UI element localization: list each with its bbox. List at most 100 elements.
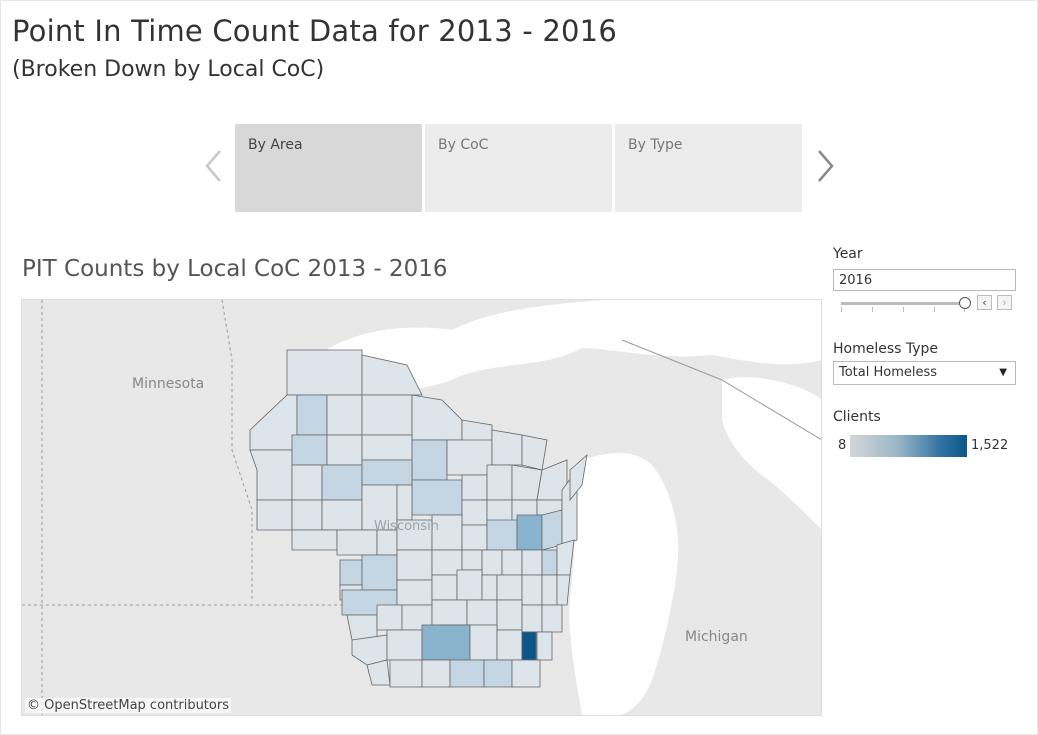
county[interactable] xyxy=(296,394,328,436)
county[interactable] xyxy=(336,529,378,556)
county[interactable] xyxy=(461,499,488,526)
previous-story-point-button[interactable] xyxy=(200,146,230,186)
county[interactable] xyxy=(396,484,413,521)
county[interactable] xyxy=(496,599,523,631)
story-point-label: By Type xyxy=(628,137,683,153)
story-point-label: By Area xyxy=(248,137,303,153)
county[interactable] xyxy=(386,629,423,661)
county[interactable] xyxy=(291,499,323,531)
county[interactable] xyxy=(366,659,391,686)
county[interactable] xyxy=(321,464,363,501)
page-title: Point In Time Count Data for 2013 - 2016 xyxy=(12,14,617,48)
county[interactable] xyxy=(569,453,588,502)
county[interactable] xyxy=(541,604,563,633)
county[interactable] xyxy=(496,574,523,601)
county-group xyxy=(249,349,588,688)
county[interactable] xyxy=(483,659,513,688)
label-minnesota: Minnesota xyxy=(132,376,205,392)
county[interactable] xyxy=(411,394,463,441)
county[interactable] xyxy=(521,549,543,576)
county[interactable] xyxy=(361,434,413,461)
year-input[interactable] xyxy=(833,269,1016,291)
county[interactable] xyxy=(326,394,363,436)
year-previous-button[interactable]: ‹ xyxy=(977,295,992,310)
county[interactable] xyxy=(456,569,483,601)
homeless-type-dropdown[interactable]: Total Homeless ▼ xyxy=(833,361,1016,385)
county[interactable] xyxy=(501,549,523,576)
county[interactable] xyxy=(411,439,448,481)
county[interactable] xyxy=(389,659,423,688)
county[interactable] xyxy=(461,474,488,501)
year-next-button[interactable]: › xyxy=(997,295,1012,310)
county[interactable] xyxy=(446,439,493,476)
county[interactable] xyxy=(541,549,558,576)
county[interactable] xyxy=(339,559,363,586)
county[interactable] xyxy=(291,464,323,501)
year-slider-handle[interactable] xyxy=(959,297,971,309)
county[interactable] xyxy=(376,604,403,631)
year-slider-track[interactable] xyxy=(841,302,965,305)
next-story-point-button[interactable] xyxy=(810,146,840,186)
map-attribution[interactable]: © OpenStreetMap contributors xyxy=(25,698,231,713)
county[interactable] xyxy=(351,634,388,666)
story-point-by-type[interactable]: By Type xyxy=(615,124,802,212)
county[interactable] xyxy=(469,624,498,661)
map-canvas xyxy=(22,300,821,715)
label-wisconsin: Wisconsin xyxy=(374,519,439,534)
lake-michigan xyxy=(569,453,679,715)
county[interactable] xyxy=(521,574,543,606)
legend-min-value: 8 xyxy=(838,438,847,453)
homeless-type-label: Homeless Type xyxy=(833,341,939,357)
county[interactable] xyxy=(521,604,543,633)
county[interactable] xyxy=(249,449,293,501)
story-point-by-coc[interactable]: By CoC xyxy=(425,124,612,212)
legend-max-value: 1,522 xyxy=(971,438,1009,453)
county[interactable] xyxy=(421,659,451,688)
county[interactable] xyxy=(291,434,328,466)
county[interactable] xyxy=(541,574,558,606)
county[interactable] xyxy=(521,434,548,471)
county[interactable] xyxy=(396,549,433,581)
choropleth-map[interactable]: Minnesota Wisconsin Michigan © OpenStree… xyxy=(21,299,822,716)
county[interactable] xyxy=(431,574,458,601)
county[interactable] xyxy=(286,349,363,396)
story-point-by-area[interactable]: By Area xyxy=(235,124,422,212)
county[interactable] xyxy=(361,554,398,591)
county[interactable] xyxy=(461,549,483,571)
county[interactable] xyxy=(486,464,513,501)
county[interactable] xyxy=(249,394,298,451)
page-subtitle: (Broken Down by Local CoC) xyxy=(12,57,325,82)
county[interactable] xyxy=(556,574,571,606)
county[interactable] xyxy=(521,631,537,661)
county[interactable] xyxy=(496,629,523,661)
state-border xyxy=(221,300,253,600)
county[interactable] xyxy=(361,394,413,436)
county[interactable] xyxy=(481,574,498,601)
county[interactable] xyxy=(556,539,575,576)
county[interactable] xyxy=(361,354,423,396)
county[interactable] xyxy=(411,479,463,516)
county[interactable] xyxy=(326,434,363,466)
chevron-left-icon: ‹ xyxy=(982,296,987,309)
county[interactable] xyxy=(491,429,523,466)
county[interactable] xyxy=(431,599,468,626)
county[interactable] xyxy=(396,579,433,606)
county[interactable] xyxy=(486,519,518,551)
lake-superior xyxy=(292,300,821,400)
county[interactable] xyxy=(321,499,363,531)
chevron-left-icon xyxy=(205,150,221,182)
county[interactable] xyxy=(466,599,498,626)
county[interactable] xyxy=(516,514,543,551)
clients-legend-label: Clients xyxy=(833,409,881,425)
county[interactable] xyxy=(346,614,378,641)
county[interactable] xyxy=(421,624,471,661)
county[interactable] xyxy=(449,659,485,688)
county[interactable] xyxy=(361,459,413,486)
county[interactable] xyxy=(461,524,488,551)
county[interactable] xyxy=(291,529,338,551)
county[interactable] xyxy=(511,659,541,688)
state-border xyxy=(621,339,821,440)
county[interactable] xyxy=(536,631,553,661)
county[interactable] xyxy=(256,499,293,531)
county[interactable] xyxy=(481,549,503,576)
